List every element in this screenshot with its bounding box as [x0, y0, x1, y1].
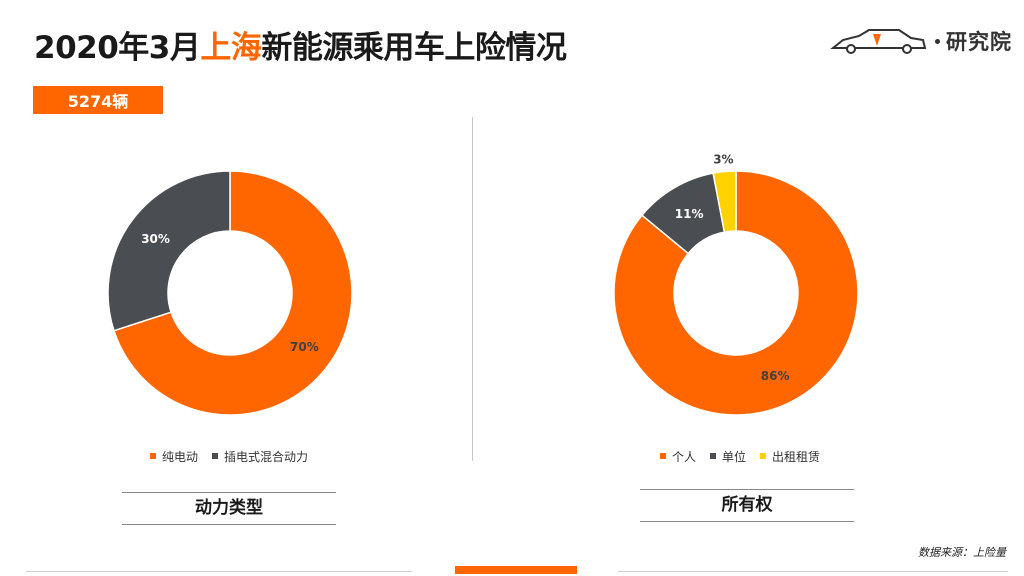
- power-type-legend: 纯电动 插电式混合动力: [150, 446, 308, 466]
- power-type-caption: 动力类型: [122, 492, 336, 525]
- donut-slice: [712, 170, 737, 233]
- legend-swatch: [710, 453, 717, 459]
- legend-swatch: [660, 453, 666, 459]
- legend-swatch: [150, 453, 156, 459]
- legend-label: 个人: [672, 449, 697, 464]
- ownership-donut-chart: 86% 11% 3%: [586, 150, 886, 440]
- legend-item: 出租租赁: [760, 448, 820, 465]
- data-label: 86%: [761, 369, 790, 383]
- ownership-donut-svg: 86% 11% 3%: [613, 153, 859, 416]
- vertical-divider: [472, 117, 473, 461]
- logo-text: 研究院: [946, 30, 1012, 54]
- legend-swatch: [212, 453, 219, 459]
- footer-line-right: [618, 571, 1008, 572]
- total-badge: 5274辆: [33, 86, 163, 114]
- car-logo-icon: [830, 29, 927, 54]
- ownership-caption: 所有权: [640, 489, 854, 522]
- legend-swatch: [760, 453, 767, 459]
- data-label: 70%: [290, 340, 319, 354]
- logo-dot: [935, 38, 940, 44]
- data-label: 11%: [675, 207, 704, 221]
- legend-item: 单位: [710, 448, 746, 465]
- legend-label: 出租租赁: [772, 449, 821, 464]
- title-prefix: 2020年3月: [34, 30, 201, 66]
- ownership-legend: 个人 单位 出租租赁: [660, 446, 820, 466]
- donut-slice: [107, 170, 231, 332]
- title-highlight: 上海: [200, 30, 262, 66]
- legend-item: 纯电动: [150, 448, 198, 465]
- power-type-donut-svg: 70% 30%: [107, 170, 353, 416]
- page-title: 2020年3月上海新能源乘用车上险情况: [34, 22, 567, 67]
- legend-item: 插电式混合动力: [212, 448, 308, 465]
- donut-slice: [113, 170, 353, 416]
- title-suffix: 新能源乘用车上险情况: [261, 30, 567, 66]
- donut-slice: [613, 170, 859, 416]
- power-type-donut-chart: 70% 30%: [80, 150, 380, 440]
- brand-logo: 研究院: [829, 24, 1012, 58]
- data-label: 3%: [713, 153, 733, 167]
- footer-accent-bar: [455, 566, 577, 574]
- legend-label: 单位: [722, 449, 747, 464]
- legend-label: 纯电动: [162, 449, 199, 464]
- legend-item: 个人: [660, 448, 696, 465]
- data-source-note: 数据来源：上险量: [918, 546, 1006, 559]
- legend-label: 插电式混合动力: [224, 449, 309, 464]
- footer-line-left: [26, 571, 412, 572]
- data-label: 30%: [141, 232, 170, 246]
